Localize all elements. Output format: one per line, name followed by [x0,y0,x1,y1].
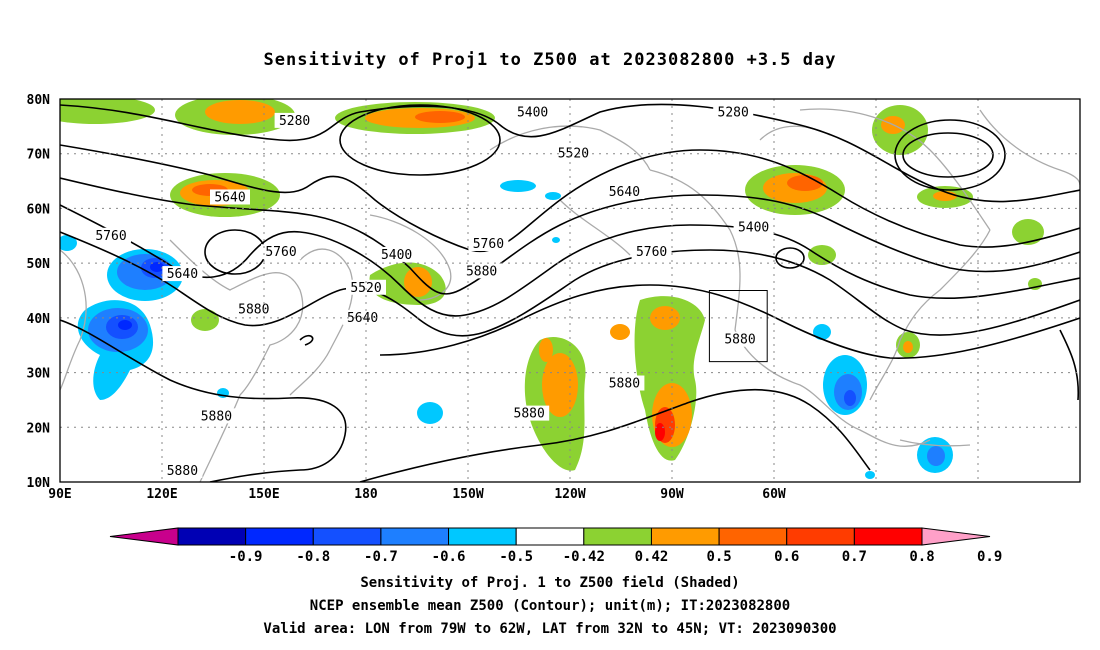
contour-label: 5280 [718,106,749,121]
map-content: 5400 5280 5280 5520 5640 5640 5400 5760 5760 5400… [60,99,1080,482]
contour-label: 5760 [95,229,126,244]
colorbar-swatch [853,527,923,546]
contour-label-bg [461,263,502,279]
lon-tick-label: 60W [762,487,786,502]
sensitivity-shading [60,99,1044,479]
contour-label: 5760 [636,245,667,260]
contour-label-bg [733,219,774,235]
contour-label-bg [512,104,553,120]
contour-label-bg [91,227,131,243]
colorbar-level-label: -0.42 [563,549,605,565]
lat-tick-label: 70N [27,148,51,163]
contour-label: 5880 [724,333,755,348]
lat-tick-label: 30N [27,367,51,382]
colorbar-level-label: 0.6 [774,549,799,565]
contour-label-bg [604,184,645,200]
contour-label: 5400 [738,221,769,236]
lon-tick-label: 120W [554,487,585,502]
contour-label: 5760 [265,245,296,260]
lat-tick-label: 80N [27,93,51,108]
map-plot: 5400 5280 5280 5520 5640 5640 5400 5760 5760 5400… [27,93,1081,565]
contour-label-bg [261,244,301,260]
contour-label: 5520 [558,147,589,162]
contour-label-bg [196,408,237,424]
contour-label: 5880 [514,407,545,422]
caption-shading: Sensitivity of Proj. 1 to Z500 field (Sh… [360,575,740,591]
contour-label-bg [210,189,250,205]
colorbar-level-label: -0.6 [432,549,466,565]
colorbar-low-arrow [109,527,179,546]
contour-label: 5880 [167,464,198,479]
caption-valid-area: Valid area: LON from 79W to 62W, LAT fro… [263,621,837,637]
contour-label: 5400 [517,106,548,121]
colorbar-level-label: 0.42 [635,549,669,565]
contour-label: 5280 [279,114,310,129]
graticule [60,99,1080,482]
colorbar-level-label: -0.9 [229,549,263,565]
z500-contours [60,103,1080,482]
contour-label-bg [376,246,417,262]
colorbar-level-label: -0.5 [499,549,533,565]
contour-labels: 5400 5280 5280 5520 5640 5640 5400 5760 5760 5400… [91,104,774,479]
contour-label-bg [162,463,203,479]
lon-tick-label: 180 [354,487,378,502]
contour-label: 5640 [609,185,640,200]
contour-label-bg [274,112,315,128]
colorbar-swatch [515,527,585,546]
contour-label-bg [604,375,645,391]
lat-tick-label: 20N [27,421,51,436]
colorbar-high-arrow [921,527,991,546]
colorbar-swatch [786,527,855,546]
colorbar-swatch [312,527,382,546]
caption-contour: NCEP ensemble mean Z500 (Contour); unit(… [309,598,791,614]
colorbar-swatch [380,527,450,546]
chart-title: Sensitivity of Proj1 to Z500 at 20230828… [263,50,837,70]
map-frame [59,98,1081,483]
colorbar-swatch [718,527,788,546]
contour-label-bg [553,145,594,161]
contour-label: 5880 [466,264,497,279]
latitude-labels: 80N 70N 60N 50N 40N 30N 20N 10N [27,93,51,491]
contour-label: 5640 [214,190,245,205]
lon-tick-label: 150W [452,487,483,502]
contour-label-bg [162,266,203,282]
colorbar: -0.9 -0.8 -0.7 -0.6 -0.5 -0.42 0.42 0.5 0.6 0.7 0.… [109,527,1002,565]
colorbar-level-label: -0.7 [364,549,398,565]
lat-tick-label: 10N [27,476,51,491]
colorbar-swatch [448,527,517,546]
valid-area-box [708,290,768,363]
colorbar-level-label: 0.8 [909,549,934,565]
contour-label-bg [509,405,550,421]
colorbar-swatch [245,527,314,546]
colorbar-level-label: -0.8 [296,549,330,565]
contour-label-bg [713,104,754,120]
lon-tick-label: 120E [146,487,177,502]
contour-label: 5880 [238,303,269,318]
lat-tick-label: 50N [27,257,51,272]
colorbar-level-label: 0.5 [706,549,731,565]
contour-label-bg [468,235,509,251]
lat-tick-label: 40N [27,312,51,327]
lon-tick-label: 150E [248,487,279,502]
colorbar-level-label: 0.7 [842,549,867,565]
lon-tick-label: 90W [660,487,684,502]
colorbar-swatch [177,527,247,546]
lat-tick-label: 60N [27,202,51,217]
contour-label: 5880 [609,377,640,392]
contour-label-bg [346,279,386,295]
colorbar-swatch [650,527,720,546]
contour-label: 5400 [381,248,412,263]
contour-label-bg [720,331,760,347]
colorbar-level-label: 0.9 [977,549,1002,565]
lon-tick-label: 90E [48,487,71,502]
contour-label-bg [631,244,672,260]
contour-label-bg [233,301,274,317]
colorbar-swatch [583,527,652,546]
contour-label: 5640 [167,267,198,282]
contour-label: 5760 [473,237,504,252]
contour-label: 5880 [201,409,232,424]
longitude-labels: 90E 120E 150E 180 150W 120W 90W 60W [48,487,786,502]
